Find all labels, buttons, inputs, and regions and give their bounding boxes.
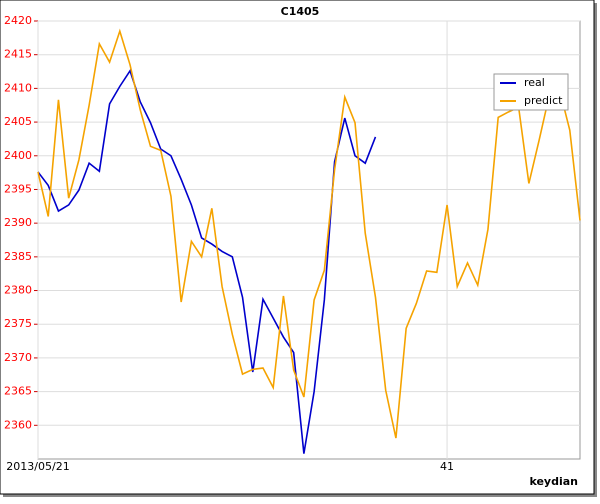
y-tick-label: 2385 [4,250,32,263]
legend-label: predict [524,94,563,107]
legend-label: real [524,76,545,89]
x-tick-label: 2013/05/21 [6,460,69,473]
y-tick-label: 2365 [4,385,32,398]
y-tick-label: 2415 [4,48,32,61]
legend-box [493,73,569,111]
y-tick-label: 2360 [4,418,32,431]
chart-title: C1405 [281,5,320,18]
plot-area [37,20,581,460]
y-tick-label: 2400 [4,149,32,162]
y-tick-label: 2380 [4,284,32,297]
y-tick-label: 2370 [4,351,32,364]
y-tick-label: 2410 [4,81,32,94]
y-tick-label: 2375 [4,317,32,330]
y-tick-label: 2390 [4,216,32,229]
x-tick-label: 41 [440,460,454,473]
x-axis-label: keydian [529,475,578,488]
y-tick-label: 2420 [4,14,32,27]
series-line [37,28,581,439]
y-tick-label: 2405 [4,115,32,128]
series-line [37,69,377,454]
y-tick-label: 2395 [4,182,32,195]
